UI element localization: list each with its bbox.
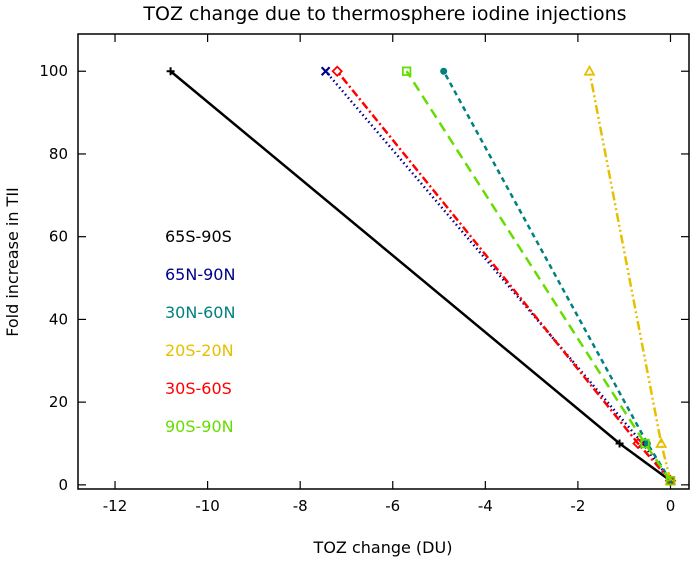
y-tick-label: 100 [39, 62, 68, 80]
series-0-marker [615, 439, 624, 448]
axis-ticks: -12 -10 -8 -6 -4 -2 0 0 20 40 60 80 100 [39, 34, 689, 515]
x-tick-label: 0 [666, 497, 676, 515]
series-4-marker [331, 65, 343, 78]
y-tick-label: 0 [58, 476, 68, 494]
legend-entry-2: 30N-60N [165, 303, 235, 322]
series-3-marker [583, 64, 596, 76]
series-5-marker [665, 476, 676, 486]
series-0-line [169, 70, 672, 482]
x-axis-label: TOZ change (DU) [313, 538, 453, 557]
x-tick-label: -12 [103, 497, 128, 515]
legend-entry-4: 30S-60S [165, 379, 232, 398]
legend-entry-5: 90S-90N [165, 417, 234, 436]
series-3-marker [655, 437, 668, 448]
series-5-marker [640, 438, 650, 449]
y-tick-label: 20 [49, 393, 68, 411]
plot-frame [77, 33, 690, 490]
y-tick-label: 60 [49, 228, 68, 246]
series-0-marker [166, 67, 175, 76]
x-tick-label: -10 [195, 497, 220, 515]
series-5-line [405, 70, 672, 482]
series-layer [166, 64, 677, 487]
chart-title: TOZ change due to thermosphere iodine in… [142, 3, 626, 25]
series-2-marker [440, 67, 448, 75]
series-3-line [588, 70, 672, 482]
x-tick-label: -4 [478, 497, 493, 515]
series-5-marker [401, 66, 412, 76]
series-4-line [336, 70, 672, 482]
y-tick-label: 40 [49, 310, 68, 328]
x-tick-label: -8 [293, 497, 308, 515]
legend-entry-3: 20S-20N [165, 341, 234, 360]
legend: 65S-90S 65N-90N 30N-60N 20S-20N 30S-60S 90S-9… [165, 227, 235, 436]
y-axis-label: Fold increase in TII [3, 187, 22, 337]
legend-entry-1: 65N-90N [165, 265, 235, 284]
series-2-line [442, 70, 672, 482]
y-tick-label: 80 [49, 145, 68, 163]
x-tick-label: -2 [570, 497, 585, 515]
legend-entry-0: 65S-90S [165, 227, 232, 246]
x-tick-label: -6 [385, 497, 400, 515]
series-1-marker [320, 66, 331, 77]
